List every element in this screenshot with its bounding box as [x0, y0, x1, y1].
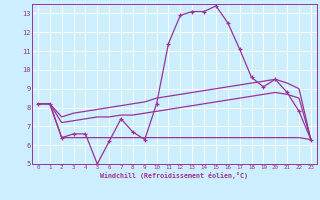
X-axis label: Windchill (Refroidissement éolien,°C): Windchill (Refroidissement éolien,°C): [100, 172, 248, 179]
